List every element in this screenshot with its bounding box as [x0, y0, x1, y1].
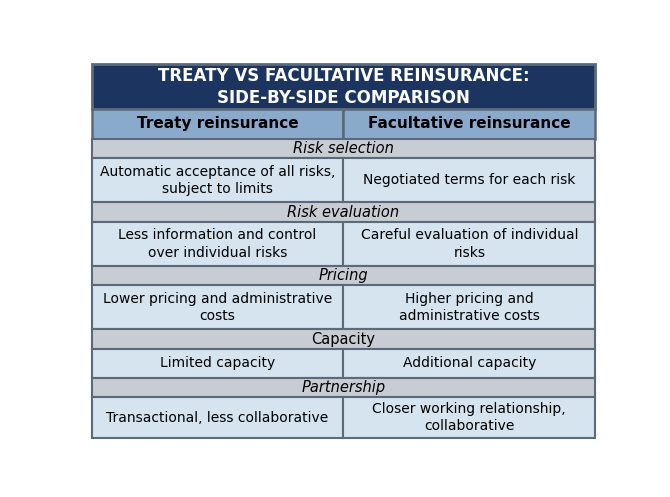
- Text: Treaty reinsurance: Treaty reinsurance: [137, 116, 298, 132]
- Text: Negotiated terms for each risk: Negotiated terms for each risk: [363, 173, 576, 187]
- FancyBboxPatch shape: [92, 330, 595, 349]
- FancyBboxPatch shape: [343, 285, 595, 330]
- FancyBboxPatch shape: [343, 109, 595, 139]
- Text: Careful evaluation of individual
risks: Careful evaluation of individual risks: [360, 228, 578, 259]
- FancyBboxPatch shape: [92, 159, 343, 202]
- FancyBboxPatch shape: [92, 109, 343, 139]
- Text: Additional capacity: Additional capacity: [403, 356, 536, 370]
- Text: Risk evaluation: Risk evaluation: [287, 205, 399, 220]
- Text: Pricing: Pricing: [318, 268, 369, 283]
- FancyBboxPatch shape: [343, 349, 595, 378]
- FancyBboxPatch shape: [92, 378, 595, 398]
- FancyBboxPatch shape: [92, 398, 343, 438]
- Text: Facultative reinsurance: Facultative reinsurance: [368, 116, 571, 132]
- Text: Automatic acceptance of all risks,
subject to limits: Automatic acceptance of all risks, subje…: [100, 165, 335, 196]
- FancyBboxPatch shape: [92, 222, 343, 266]
- FancyBboxPatch shape: [92, 349, 343, 378]
- Text: Higher pricing and
administrative costs: Higher pricing and administrative costs: [399, 292, 540, 323]
- FancyBboxPatch shape: [92, 139, 595, 159]
- Text: Risk selection: Risk selection: [293, 141, 394, 156]
- FancyBboxPatch shape: [343, 222, 595, 266]
- FancyBboxPatch shape: [92, 266, 595, 285]
- Text: Transactional, less collaborative: Transactional, less collaborative: [107, 411, 328, 424]
- FancyBboxPatch shape: [92, 285, 343, 330]
- Text: Less information and control
over individual risks: Less information and control over indivi…: [119, 228, 317, 259]
- Text: Capacity: Capacity: [312, 331, 375, 346]
- Text: Limited capacity: Limited capacity: [160, 356, 275, 370]
- Text: Partnership: Partnership: [302, 380, 385, 395]
- Text: Lower pricing and administrative
costs: Lower pricing and administrative costs: [103, 292, 332, 323]
- FancyBboxPatch shape: [343, 159, 595, 202]
- Text: Closer working relationship,
collaborative: Closer working relationship, collaborati…: [373, 402, 566, 433]
- FancyBboxPatch shape: [343, 398, 595, 438]
- FancyBboxPatch shape: [92, 64, 595, 109]
- FancyBboxPatch shape: [92, 202, 595, 222]
- Text: TREATY VS FACULTATIVE REINSURANCE:
SIDE-BY-SIDE COMPARISON: TREATY VS FACULTATIVE REINSURANCE: SIDE-…: [157, 67, 529, 107]
